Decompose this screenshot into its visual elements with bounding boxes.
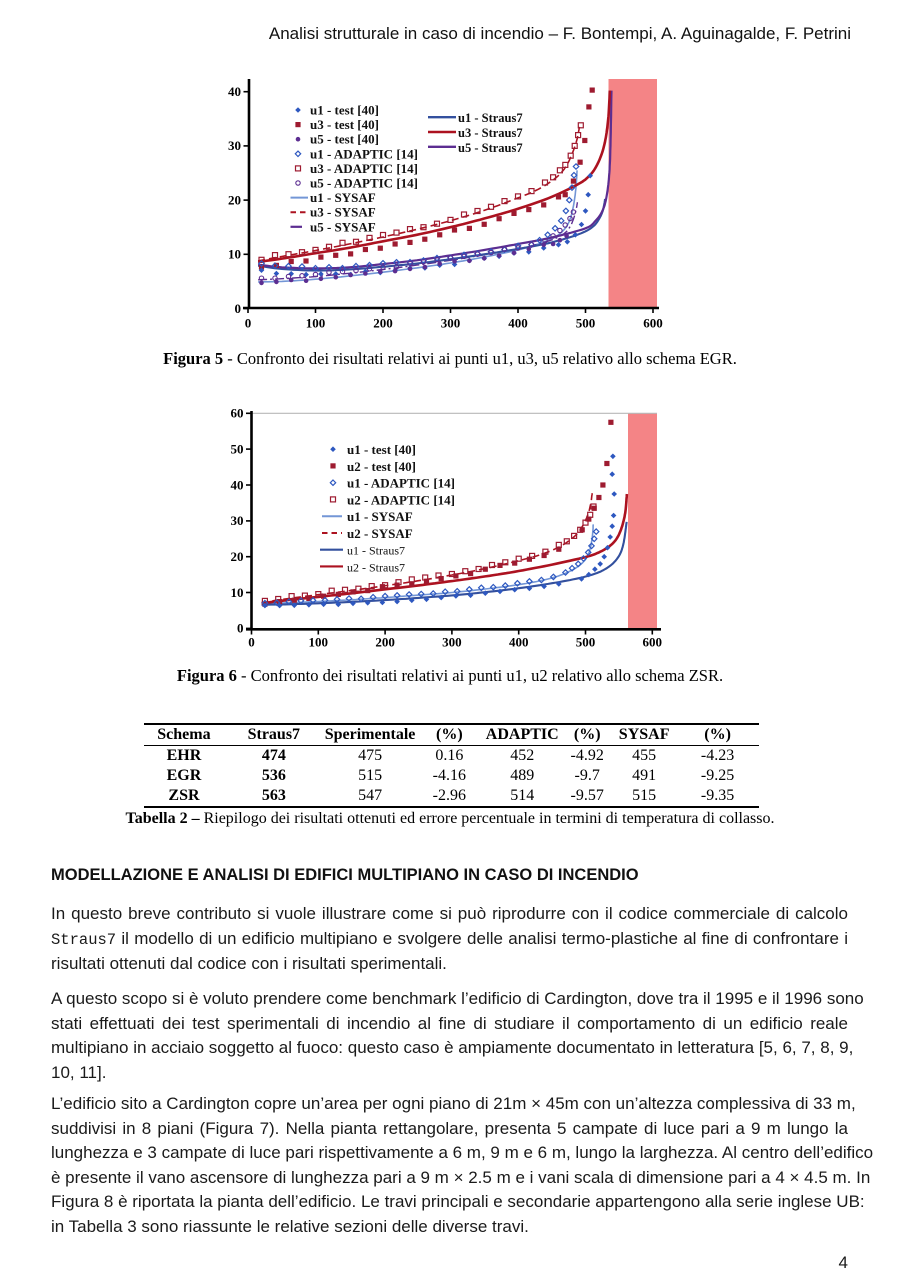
svg-text:600: 600 <box>643 635 663 650</box>
svg-text:600: 600 <box>643 316 663 331</box>
svg-text:20: 20 <box>231 549 244 564</box>
svg-text:u2 - SYSAF: u2 - SYSAF <box>347 526 413 541</box>
svg-text:0: 0 <box>248 635 255 650</box>
svg-text:u3 - Straus7: u3 - Straus7 <box>458 126 523 140</box>
svg-text:u3 - test [40]: u3 - test [40] <box>310 117 379 132</box>
svg-text:60: 60 <box>231 406 244 421</box>
svg-text:u2 - Straus7: u2 - Straus7 <box>347 561 405 575</box>
svg-text:40: 40 <box>228 84 241 99</box>
svg-text:40: 40 <box>231 477 244 492</box>
svg-text:u1 - SYSAF: u1 - SYSAF <box>347 509 413 524</box>
svg-text:400: 400 <box>509 635 529 650</box>
svg-text:100: 100 <box>306 316 326 331</box>
svg-text:u5 - test [40]: u5 - test [40] <box>310 132 379 147</box>
svg-text:10: 10 <box>231 585 244 600</box>
svg-text:u2 - test [40]: u2 - test [40] <box>347 459 416 474</box>
svg-text:100: 100 <box>309 635 329 650</box>
svg-text:u1 - test [40]: u1 - test [40] <box>310 103 379 118</box>
svg-text:0: 0 <box>245 316 252 331</box>
svg-text:u1 - Straus7: u1 - Straus7 <box>458 111 523 125</box>
svg-text:500: 500 <box>576 635 596 650</box>
svg-text:200: 200 <box>373 316 393 331</box>
svg-text:0: 0 <box>237 621 244 636</box>
svg-text:u1 - ADAPTIC [14]: u1 - ADAPTIC [14] <box>347 476 455 491</box>
svg-text:u5 - SYSAF: u5 - SYSAF <box>310 219 376 234</box>
svg-text:0: 0 <box>235 301 242 316</box>
svg-text:20: 20 <box>228 192 241 207</box>
svg-text:u1 - test [40]: u1 - test [40] <box>347 442 416 457</box>
svg-text:50: 50 <box>231 441 244 456</box>
svg-text:300: 300 <box>442 635 462 650</box>
svg-text:u3 - SYSAF: u3 - SYSAF <box>310 205 376 220</box>
svg-text:u1 - ADAPTIC [14]: u1 - ADAPTIC [14] <box>310 146 418 161</box>
svg-text:u2 - ADAPTIC [14]: u2 - ADAPTIC [14] <box>347 492 455 507</box>
svg-text:u5 - ADAPTIC [14]: u5 - ADAPTIC [14] <box>310 176 418 191</box>
svg-text:u1 - SYSAF: u1 - SYSAF <box>310 190 376 205</box>
svg-text:500: 500 <box>576 316 596 331</box>
svg-text:10: 10 <box>228 247 241 262</box>
svg-text:300: 300 <box>441 316 461 331</box>
svg-text:200: 200 <box>375 635 395 650</box>
svg-text:u5 - Straus7: u5 - Straus7 <box>458 141 523 155</box>
svg-text:u1 - Straus7: u1 - Straus7 <box>347 544 405 558</box>
svg-text:30: 30 <box>228 138 241 153</box>
svg-text:400: 400 <box>508 316 528 331</box>
svg-text:u3 - ADAPTIC [14]: u3 - ADAPTIC [14] <box>310 161 418 176</box>
svg-text:30: 30 <box>231 513 244 528</box>
